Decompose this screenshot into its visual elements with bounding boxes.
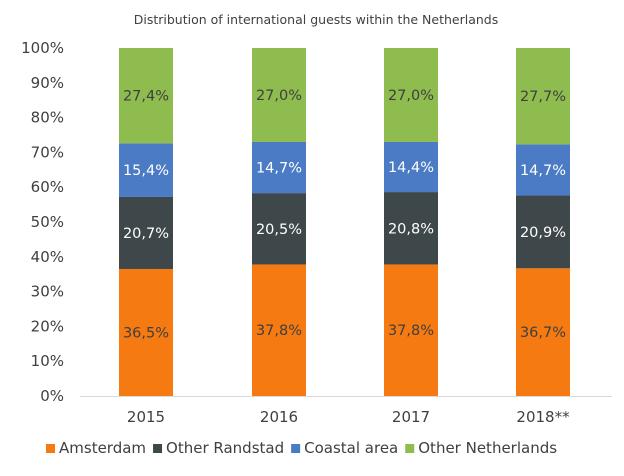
data-label: 36,7% — [520, 325, 566, 341]
data-label: 37,8% — [388, 323, 434, 339]
data-label: 14,7% — [256, 161, 302, 177]
data-label: 20,9% — [520, 225, 566, 241]
y-tick-label: 100% — [21, 39, 64, 57]
bar-segment — [119, 143, 173, 197]
bar-segment — [252, 193, 306, 265]
bar-segment — [516, 48, 570, 145]
bar-stack: 37,8% 20,8% 14,4% 27,0% — [384, 48, 438, 396]
bar-stack: 37,8% 20,5% 14,7% 27,0% — [252, 48, 306, 396]
data-label: 27,4% — [123, 89, 169, 105]
data-label: 36,5% — [123, 325, 169, 341]
legend-label: Amsterdam — [59, 439, 146, 457]
data-label: 14,4% — [388, 160, 434, 176]
legend: Amsterdam Other Randstad Coastal area Other… — [46, 439, 557, 457]
data-label: 27,7% — [520, 89, 566, 105]
bars: 36,5% 20,7% 15,4% 27,4% 37,8% 20,5% 14,7% 27,0%… — [119, 48, 570, 396]
data-label: 27,0% — [388, 88, 434, 104]
bar-segment — [119, 48, 173, 144]
x-axis: 2015 2016 2017 2018** — [80, 396, 612, 426]
bar-stack: 36,5% 20,7% 15,4% 27,4% — [119, 48, 173, 396]
bar-segment — [119, 196, 173, 269]
data-label: 20,8% — [388, 221, 434, 237]
legend-label: Coastal area — [304, 439, 398, 457]
bar-segment — [384, 48, 438, 142]
data-label: 20,7% — [123, 226, 169, 242]
bar-segment — [384, 192, 438, 265]
bar-segment — [516, 268, 570, 396]
bar-segment — [516, 144, 570, 196]
legend-label: Other Randstad — [166, 439, 284, 457]
bar-segment — [119, 268, 173, 396]
bar-segment — [384, 264, 438, 396]
bar-segment — [252, 264, 306, 396]
legend-swatch — [291, 444, 301, 453]
data-label: 37,8% — [256, 323, 302, 339]
x-tick-label: 2017 — [392, 408, 430, 426]
y-tick-label: 10% — [31, 352, 64, 370]
y-tick-label: 70% — [31, 143, 64, 161]
y-tick-label: 30% — [31, 283, 64, 301]
data-label: 14,7% — [520, 163, 566, 179]
chart-title: Distribution of international guests wit… — [134, 12, 498, 27]
x-tick-label: 2018** — [516, 408, 570, 426]
y-tick-label: 90% — [31, 74, 64, 92]
y-tick-label: 20% — [31, 317, 64, 335]
y-tick-label: 80% — [31, 109, 64, 127]
legend-label: Other Netherlands — [418, 439, 557, 457]
data-label: 15,4% — [123, 163, 169, 179]
bar-segment — [252, 48, 306, 142]
x-tick-label: 2016 — [260, 408, 298, 426]
y-axis: 0% 10% 20% 30% 40% 50% 60% 70% 80% 90% 100% — [21, 39, 64, 405]
bar-segment — [516, 195, 570, 269]
data-label: 20,5% — [256, 222, 302, 238]
bar-segment — [252, 141, 306, 194]
x-tick-label: 2015 — [127, 408, 165, 426]
y-tick-label: 60% — [31, 178, 64, 196]
bar-segment — [384, 141, 438, 193]
legend-swatch — [405, 444, 415, 453]
legend-swatch — [46, 444, 55, 453]
y-tick-label: 50% — [31, 213, 64, 231]
bar-stack: 36,7% 20,9% 14,7% 27,7% — [516, 48, 570, 396]
y-tick-label: 40% — [31, 248, 64, 266]
legend-swatch — [153, 444, 163, 453]
data-label: 27,0% — [256, 88, 302, 104]
y-tick-label: 0% — [40, 387, 64, 405]
